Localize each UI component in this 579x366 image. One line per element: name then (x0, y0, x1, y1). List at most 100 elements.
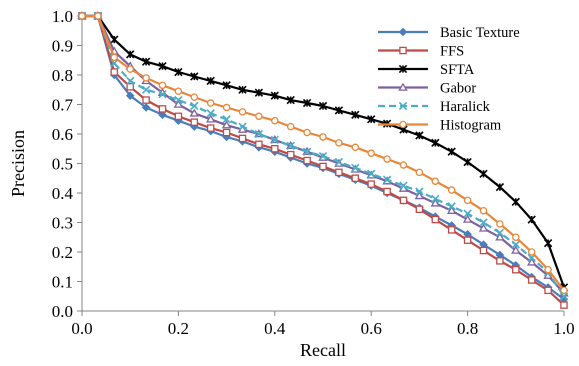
data-point (222, 115, 231, 124)
data-point (479, 246, 488, 255)
data-point (318, 101, 328, 111)
data-point (206, 124, 215, 132)
data-point (158, 61, 167, 71)
data-point (544, 286, 552, 295)
data-point (303, 156, 311, 165)
x-tick-label: 1.0 (553, 319, 574, 338)
series-line (82, 14, 566, 288)
data-point (126, 83, 134, 91)
legend-label: Gabor (440, 81, 476, 97)
data-point (238, 85, 247, 94)
data-point (158, 110, 167, 120)
data-point (206, 99, 215, 107)
data-point (447, 186, 456, 194)
x-tick-label: 0.2 (168, 319, 189, 338)
data-point (174, 67, 183, 77)
data-point (335, 168, 343, 177)
data-point (399, 161, 408, 169)
data-point (462, 214, 473, 223)
legend: Basic Texture FFS SFTA Gabor Haralick Histogr… (378, 25, 520, 134)
data-point (463, 209, 472, 218)
data-point (286, 150, 295, 159)
data-point (334, 157, 344, 167)
legend-label: Haralick (440, 99, 491, 115)
legend-item-histogram: Histogram (378, 118, 502, 134)
data-point (126, 65, 134, 73)
data-point (383, 187, 391, 196)
data-point (142, 96, 150, 104)
data-point (221, 120, 232, 129)
data-point (560, 301, 568, 309)
data-point (463, 157, 472, 167)
data-point (415, 131, 424, 140)
data-point (190, 93, 199, 101)
data-point (303, 128, 311, 137)
legend-item-gabor: Gabor (378, 81, 476, 97)
legend-label: SFTA (440, 62, 475, 78)
data-point (110, 35, 119, 44)
data-point (158, 90, 167, 99)
y-tick-label: 0.9 (52, 37, 73, 56)
x-tick-label: 0.8 (457, 319, 478, 338)
data-point (351, 163, 360, 173)
data-point (399, 181, 408, 190)
axes: 0.0 0.1 0.2 0.3 0.4 0.5 0.6 0.7 0.8 0.9 1.0 0.0 0.2 0… (52, 7, 575, 338)
data-point (222, 128, 231, 137)
y-tick-label: 1.0 (52, 7, 73, 26)
data-point (367, 149, 375, 157)
data-point (367, 169, 376, 178)
data-point (496, 220, 504, 228)
data-point (318, 151, 328, 161)
legend-label: Histogram (440, 118, 502, 134)
data-point (398, 64, 408, 74)
data-point (351, 110, 360, 119)
data-point (399, 46, 407, 55)
data-point (286, 95, 295, 105)
data-point (174, 95, 183, 105)
data-point (110, 53, 119, 62)
data-point (415, 205, 424, 213)
data-point (431, 194, 440, 204)
data-point (238, 134, 247, 143)
data-point (512, 233, 520, 241)
y-axis-label: Precision (8, 130, 28, 197)
data-point (431, 138, 440, 148)
data-point (255, 140, 263, 149)
y-tick-label: 0.1 (52, 273, 73, 292)
data-point (383, 155, 391, 163)
data-point (560, 286, 568, 295)
legend-item-basic-texture: Basic Texture (378, 25, 520, 41)
data-point (319, 162, 327, 171)
data-point (511, 197, 520, 207)
data-point (205, 114, 216, 123)
data-point (189, 108, 200, 117)
data-point (190, 101, 199, 111)
data-point (431, 177, 440, 185)
data-point (382, 175, 392, 184)
data-point (398, 101, 408, 111)
data-point (222, 103, 231, 112)
data-point (478, 223, 489, 232)
y-tick-label: 0.6 (52, 125, 73, 144)
data-point (270, 135, 279, 145)
y-tick-label: 0.4 (52, 184, 74, 203)
data-point (206, 76, 215, 86)
data-point (78, 12, 86, 20)
data-point (110, 68, 119, 76)
data-point (479, 218, 488, 227)
data-point (94, 12, 102, 20)
data-point (302, 147, 312, 156)
series-ffs (78, 12, 568, 309)
data-point (126, 76, 135, 86)
data-point (544, 265, 552, 274)
legend-label: Basic Texture (440, 25, 520, 41)
data-point (142, 74, 150, 82)
data-point (206, 109, 215, 118)
data-point (319, 133, 327, 141)
data-point (238, 108, 247, 116)
series-sfta (77, 11, 569, 292)
data-point (496, 257, 504, 265)
data-point (125, 91, 135, 100)
data-point (526, 257, 537, 266)
data-point (543, 238, 553, 248)
